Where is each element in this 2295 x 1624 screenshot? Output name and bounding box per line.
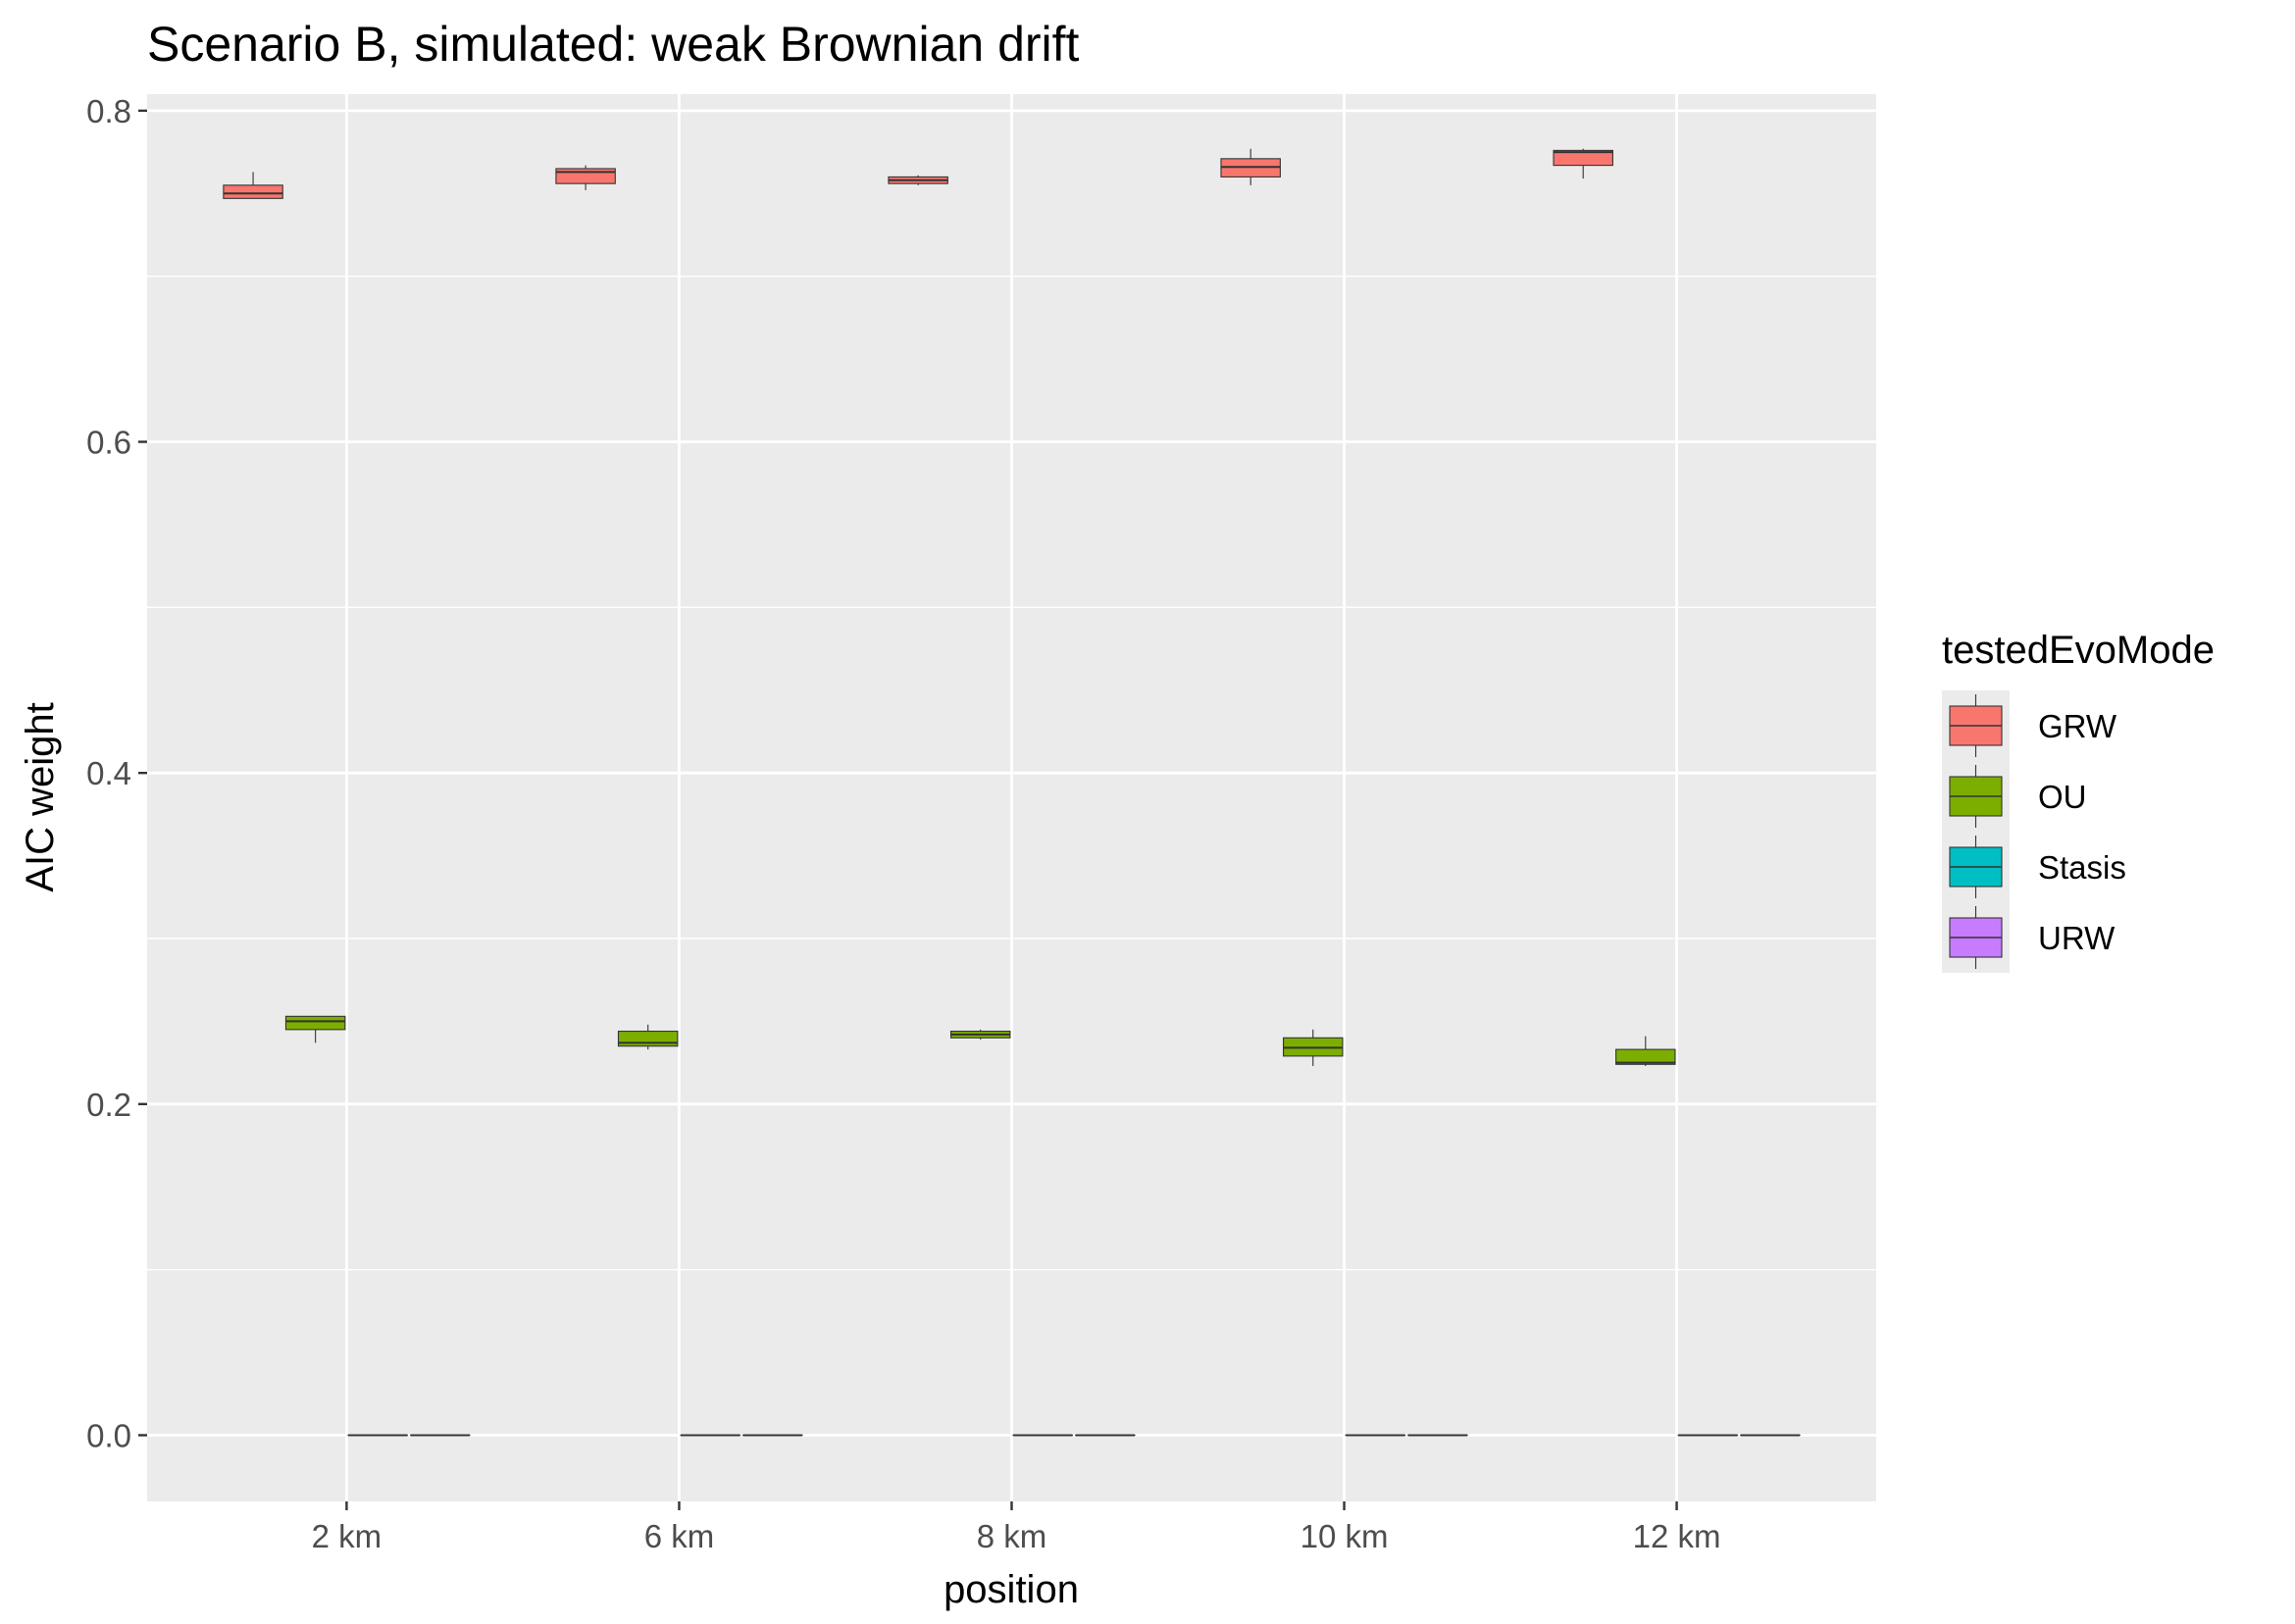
chart-title: Scenario B, simulated: weak Brownian dri… bbox=[147, 17, 1080, 72]
box-grw-2 bbox=[888, 175, 948, 185]
y-tick-label: 0.4 bbox=[86, 755, 131, 791]
x-axis: 2 km 6 km 8 km 10 km 12 km bbox=[312, 1501, 1721, 1554]
x-tick-label: 10 km bbox=[1300, 1518, 1389, 1554]
box-ou-0 bbox=[284, 1015, 346, 1043]
y-tick-label: 0.8 bbox=[86, 93, 131, 129]
box-rect bbox=[1615, 1048, 1676, 1065]
box-ou-2 bbox=[949, 1029, 1011, 1040]
legend-label: Stasis bbox=[2038, 849, 2126, 886]
y-tick-label: 0.2 bbox=[86, 1087, 131, 1123]
legend-title: testedEvoMode bbox=[1942, 629, 2215, 672]
x-tick-label: 6 km bbox=[644, 1518, 715, 1554]
box-grw-4 bbox=[1553, 148, 1613, 179]
grid bbox=[147, 94, 1876, 1501]
legend-label: GRW bbox=[2038, 708, 2117, 744]
legend-key-ou: OU bbox=[1949, 765, 2087, 828]
y-tick-label: 0.0 bbox=[86, 1417, 131, 1453]
box-ou-4 bbox=[1615, 1036, 1676, 1066]
boxes bbox=[223, 148, 1801, 1437]
legend-key-grw: GRW bbox=[1949, 694, 2117, 757]
box-rect bbox=[555, 168, 616, 184]
box-rect bbox=[1553, 149, 1613, 167]
box-ou-3 bbox=[1283, 1029, 1344, 1066]
legend-key-stasis: Stasis bbox=[1949, 836, 2126, 898]
legend-key-urw: URW bbox=[1949, 906, 2116, 969]
y-tick-label: 0.6 bbox=[86, 425, 131, 461]
box-grw-0 bbox=[223, 172, 283, 199]
box-ou-1 bbox=[617, 1024, 679, 1050]
box-rect bbox=[223, 184, 283, 199]
y-axis-label: AIC weight bbox=[19, 702, 62, 891]
x-tick-label: 12 km bbox=[1633, 1518, 1721, 1554]
y-axis: 0.0 0.2 0.4 0.6 0.8 bbox=[86, 93, 147, 1453]
box-rect bbox=[617, 1030, 679, 1047]
legend-keys: GRW OU Stasis URW bbox=[1942, 690, 2126, 973]
x-axis-label: position bbox=[944, 1568, 1079, 1611]
legend-label: URW bbox=[2038, 920, 2116, 956]
legend: testedEvoMode GRW OU Stasis URW bbox=[1942, 629, 2215, 973]
legend-label: OU bbox=[2038, 779, 2087, 815]
box-rect bbox=[284, 1015, 346, 1031]
x-tick-label: 2 km bbox=[312, 1518, 382, 1554]
box-grw-1 bbox=[555, 165, 616, 190]
x-tick-label: 8 km bbox=[977, 1518, 1047, 1554]
box-grw-3 bbox=[1220, 148, 1281, 185]
